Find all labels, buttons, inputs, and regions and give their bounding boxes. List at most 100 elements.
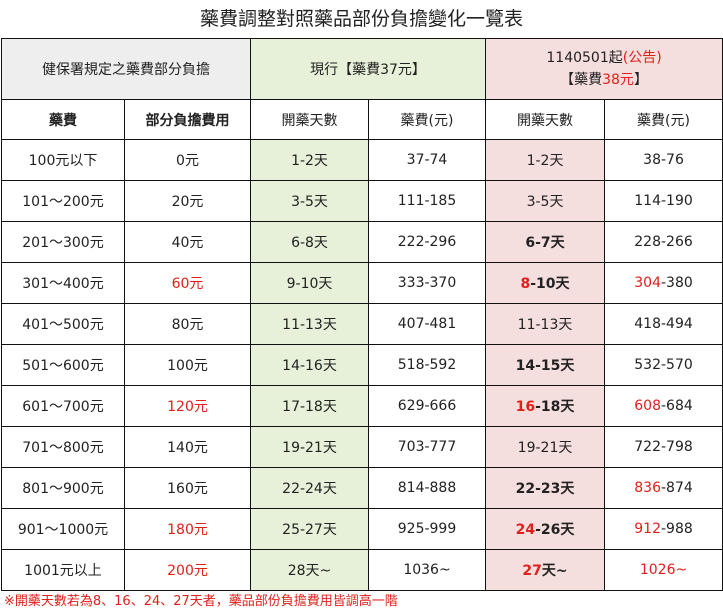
fee-cell-text: 1001元以上 [24, 563, 102, 579]
table-row: 1001元以上 200元 28天~ 1036~ 27天~ 1026~ [1, 549, 723, 591]
new-days-cell-text: 16 [515, 399, 536, 415]
new-days-cell-text: 14-15天 [515, 358, 575, 374]
new-days-cell: 16-18天 [485, 385, 606, 427]
new-cost-cell-text: 912 [634, 521, 661, 537]
new-cost-cell-text: -874 [661, 480, 693, 496]
copay-cell: 160元 [124, 467, 251, 509]
col-header-fee: 藥費 [1, 99, 125, 140]
copay-cell-text: 20元 [171, 194, 204, 210]
current-cost-cell-text: 703-777 [397, 439, 457, 455]
fee-cell: 401～500元 [1, 303, 125, 345]
current-days-cell: 28天~ [250, 549, 369, 591]
new-cost-cell: 912-988 [604, 508, 723, 550]
new-days-cell: 27天~ [485, 549, 606, 591]
copay-cell-text: 60元 [171, 276, 204, 292]
new-days-cell-text: 24 [515, 522, 536, 538]
fee-cell: 901～1000元 [1, 508, 125, 550]
new-days-cell: 8-10天 [485, 262, 606, 304]
new-days-cell: 24-26天 [485, 508, 606, 550]
new-cost-cell: 228-266 [604, 221, 723, 263]
current-cost-cell-text: 37-74 [406, 152, 448, 168]
current-days-cell-text: 28天~ [287, 563, 332, 579]
col-header-new-days: 開藥天數 [485, 99, 606, 140]
current-cost-cell-text: 222-296 [397, 234, 457, 250]
current-days-cell: 9-10天 [250, 262, 369, 304]
new-days-cell-text: 1-2天 [526, 153, 564, 169]
new-cost-cell-text: 304 [634, 275, 661, 291]
new-days-cell-text: 27 [522, 563, 542, 579]
new-days-cell-text: 天~ [541, 563, 568, 579]
table-row: 101～200元 20元 3-5天 111-185 3-5天 114-190 [1, 180, 723, 222]
new-days-cell: 3-5天 [485, 180, 606, 222]
new-days-cell-text: 6-7天 [525, 235, 565, 251]
col-header-copay: 部分負擔費用 [124, 99, 251, 140]
new-days-cell-text: -18天 [535, 399, 575, 415]
column-header-row: 藥費 部分負擔費用 開藥天數 藥費(元) 開藥天數 藥費(元) [1, 99, 723, 140]
new-cost-cell-text: 114-190 [634, 193, 693, 209]
new-days-cell: 6-7天 [485, 221, 606, 263]
current-days-cell: 17-18天 [250, 385, 369, 427]
header-new-open: 【藥費 [560, 72, 603, 88]
fee-cell-text: 301～400元 [22, 276, 104, 292]
fee-cell-text: 601～700元 [22, 399, 104, 415]
current-days-cell: 14-16天 [250, 344, 369, 386]
current-days-cell: 25-27天 [250, 508, 369, 550]
fee-cell: 301～400元 [1, 262, 125, 304]
current-days-cell-text: 6-8天 [291, 235, 328, 251]
current-cost-cell: 407-481 [367, 303, 487, 345]
current-cost-cell-text: 111-185 [397, 193, 457, 209]
copay-cell-text: 160元 [167, 481, 208, 497]
current-days-cell: 3-5天 [250, 180, 369, 222]
col-header-new-cost: 藥費(元) [604, 99, 723, 140]
header-current: 現行【藥費37元】 [249, 38, 487, 100]
table-row: 801～900元 160元 22-24天 814-888 22-23天 836-874 [1, 467, 723, 509]
fee-cell: 101～200元 [1, 180, 125, 222]
new-days-cell: 1-2天 [485, 139, 606, 181]
new-cost-cell: 114-190 [604, 180, 723, 222]
new-cost-cell-text: 836 [634, 480, 661, 496]
fee-cell-text: 901～1000元 [17, 522, 109, 538]
copay-cell-text: 180元 [167, 522, 208, 538]
header-new-price: 38元 [602, 72, 634, 88]
fee-cell: 801～900元 [1, 467, 125, 509]
current-cost-cell: 1036~ [367, 549, 487, 591]
current-cost-cell: 37-74 [367, 139, 487, 181]
col-header-cur-days: 開藥天數 [250, 99, 369, 140]
new-cost-cell-text: -988 [661, 521, 693, 537]
table-row: 401～500元 80元 11-13天 407-481 11-13天 418-494 [1, 303, 723, 345]
header-label: 健保署規定之藥費部分負擔 [1, 38, 251, 100]
table-row: 301～400元 60元 9-10天 333-370 8-10天 304-380 [1, 262, 723, 304]
copay-cell-text: 0元 [176, 153, 199, 169]
copay-cell-text: 200元 [167, 563, 208, 579]
new-days-cell-text: -26天 [535, 522, 575, 538]
current-days-cell-text: 14-16天 [282, 358, 337, 374]
new-cost-cell-text: 38-76 [643, 152, 684, 168]
new-cost-cell: 608-684 [604, 385, 723, 427]
header-new-date: 1140501起 [546, 50, 623, 66]
copay-cell: 100元 [124, 344, 251, 386]
current-cost-cell: 925-999 [367, 508, 487, 550]
copay-cell: 60元 [124, 262, 251, 304]
fee-cell-text: 101～200元 [22, 194, 104, 210]
copay-cell-text: 140元 [167, 440, 208, 456]
current-cost-cell: 222-296 [367, 221, 487, 263]
new-cost-cell: 418-494 [604, 303, 723, 345]
fee-cell-text: 701～800元 [22, 440, 104, 456]
fee-cell-text: 401～500元 [22, 317, 104, 333]
fee-cell-text: 100元以下 [28, 153, 98, 169]
new-cost-cell-text: 722-798 [634, 439, 693, 455]
copay-cell: 180元 [124, 508, 251, 550]
current-cost-cell: 703-777 [367, 426, 487, 468]
current-days-cell-text: 25-27天 [282, 522, 337, 538]
fee-cell: 1001元以上 [1, 549, 125, 591]
current-days-cell-text: 19-21天 [282, 440, 337, 456]
copay-cell: 40元 [124, 221, 251, 263]
copay-table: 健保署規定之藥費部分負擔 現行【藥費37元】 1140501起(公告) 【藥費3… [1, 38, 723, 591]
current-days-cell-text: 1-2天 [291, 153, 328, 169]
footnote: ※開藥天數若為8、16、24、27天者，藥品部份負擔費用皆調高一階 [4, 594, 398, 609]
new-cost-cell-text: 532-570 [634, 357, 693, 373]
current-cost-cell: 629-666 [367, 385, 487, 427]
new-cost-cell: 38-76 [604, 139, 723, 181]
current-days-cell-text: 17-18天 [282, 399, 337, 415]
current-cost-cell: 518-592 [367, 344, 487, 386]
